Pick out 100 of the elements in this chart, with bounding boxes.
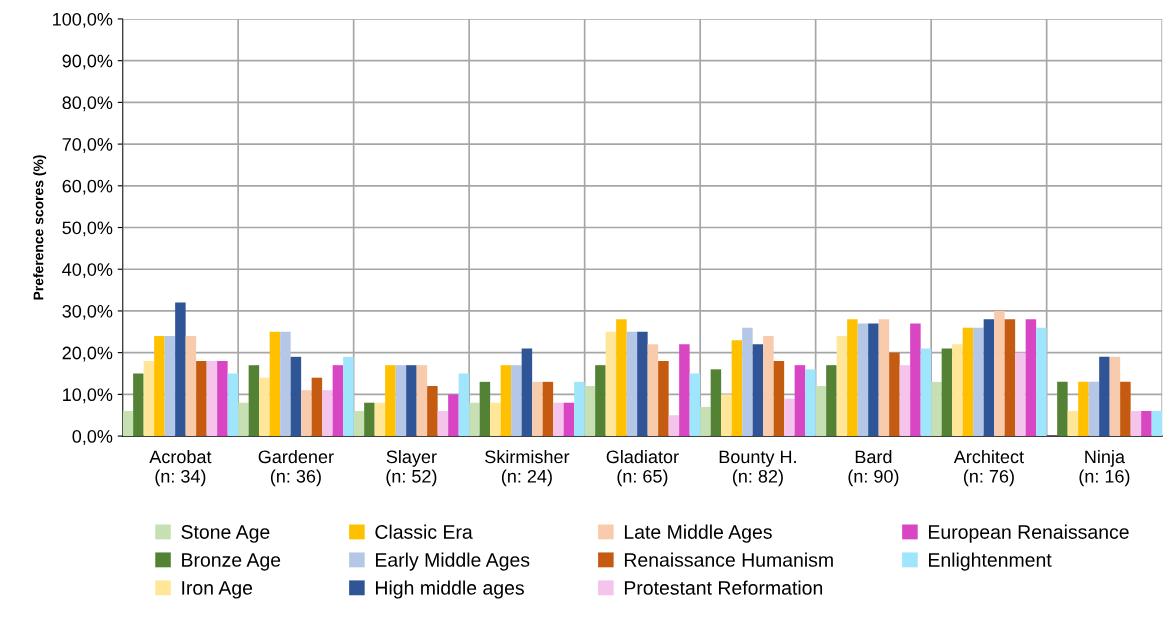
bar bbox=[490, 402, 501, 437]
y-tick-label: 20,0% bbox=[62, 346, 113, 362]
bar bbox=[1015, 352, 1026, 437]
bar bbox=[322, 390, 333, 437]
bar bbox=[962, 327, 974, 437]
bar bbox=[637, 331, 648, 437]
bar bbox=[889, 352, 900, 437]
bar bbox=[910, 323, 921, 437]
legend-label: Renaissance Humanism bbox=[624, 552, 833, 567]
bar bbox=[301, 390, 312, 437]
bar bbox=[416, 365, 428, 437]
bar bbox=[175, 302, 186, 437]
bar bbox=[710, 369, 722, 437]
bar bbox=[280, 331, 291, 437]
bar bbox=[1130, 411, 1142, 437]
bar bbox=[752, 344, 764, 437]
y-tick-label: 40,0% bbox=[62, 263, 113, 279]
bar bbox=[773, 361, 785, 437]
bar bbox=[1151, 411, 1163, 437]
legend-label: Classic Era bbox=[375, 524, 473, 539]
bar bbox=[647, 344, 659, 437]
y-tick-label: 50,0% bbox=[62, 221, 113, 237]
x-tick-label: Slayer (n: 52) bbox=[386, 449, 437, 487]
bar bbox=[248, 365, 260, 437]
bar bbox=[857, 323, 869, 437]
x-tick-label: Gladiator (n: 65) bbox=[606, 449, 679, 487]
legend-label: Early Middle Ages bbox=[375, 552, 530, 571]
x-tick-label: Acrobat (n: 34) bbox=[149, 449, 212, 487]
bar bbox=[217, 361, 228, 437]
legend-label: Iron Age bbox=[182, 581, 253, 599]
bar bbox=[920, 348, 932, 437]
bar bbox=[815, 386, 827, 437]
bar bbox=[931, 381, 942, 437]
bar bbox=[1067, 411, 1079, 437]
bar bbox=[784, 398, 795, 437]
x-tick-label: Ninja (n: 16) bbox=[1079, 449, 1130, 487]
bar bbox=[721, 394, 732, 437]
bar bbox=[794, 365, 806, 437]
bar bbox=[941, 348, 953, 437]
y-tick-label: 100,0% bbox=[53, 12, 113, 28]
legend-label: Late Middle Ages bbox=[624, 524, 772, 543]
legend-label: Stone Age bbox=[181, 525, 270, 543]
bar bbox=[563, 402, 575, 437]
y-tick-label: 80,0% bbox=[62, 96, 113, 112]
bar bbox=[238, 402, 249, 437]
bar bbox=[353, 411, 365, 437]
x-tick-label: Skirmisher (n: 24) bbox=[485, 449, 570, 487]
bar bbox=[1036, 327, 1047, 437]
bar bbox=[395, 365, 407, 437]
bar bbox=[868, 323, 879, 437]
bar bbox=[154, 335, 165, 437]
bar bbox=[448, 394, 459, 437]
y-tick-label: 10,0% bbox=[63, 388, 113, 404]
bar bbox=[269, 331, 281, 437]
bar bbox=[227, 373, 239, 437]
bar bbox=[532, 381, 543, 437]
y-tick-label: 0,0% bbox=[72, 430, 113, 445]
bar bbox=[143, 361, 155, 437]
bar bbox=[584, 386, 596, 437]
bar bbox=[1004, 319, 1016, 437]
bar bbox=[836, 335, 848, 437]
x-tick-label: Gardener (n: 36) bbox=[258, 449, 334, 487]
bar bbox=[458, 373, 470, 437]
y-tick-label: 70,0% bbox=[62, 138, 113, 153]
bar bbox=[616, 319, 627, 437]
bar bbox=[878, 319, 890, 437]
bar bbox=[973, 327, 984, 437]
bar bbox=[437, 411, 449, 437]
bar bbox=[206, 361, 218, 437]
legend-label: High middle ages bbox=[375, 580, 524, 599]
bar bbox=[826, 365, 837, 437]
bar bbox=[1025, 319, 1037, 437]
bar bbox=[374, 402, 386, 437]
legend-label: Protestant Reformation bbox=[624, 580, 823, 595]
bar bbox=[133, 373, 144, 437]
bar bbox=[542, 381, 554, 437]
bar bbox=[553, 402, 564, 437]
bar bbox=[742, 327, 753, 437]
bar bbox=[511, 365, 522, 437]
legend-label: Enlightenment bbox=[929, 552, 1052, 571]
bar bbox=[164, 335, 176, 437]
bar bbox=[521, 348, 533, 437]
bar bbox=[185, 335, 197, 437]
legend-label: European Renaissance bbox=[929, 524, 1129, 543]
bar bbox=[1088, 381, 1100, 437]
bar bbox=[196, 361, 207, 437]
y-axis-title: Preference scores (%) bbox=[33, 155, 47, 300]
bar bbox=[994, 310, 1005, 437]
bar bbox=[364, 402, 375, 437]
bar bbox=[1141, 411, 1152, 437]
bar bbox=[689, 373, 701, 437]
bar bbox=[626, 331, 638, 437]
bar bbox=[595, 365, 606, 437]
bar bbox=[500, 365, 512, 437]
bar bbox=[122, 411, 134, 437]
bar bbox=[731, 340, 743, 437]
bar bbox=[700, 406, 711, 437]
bar bbox=[1120, 381, 1131, 437]
bar bbox=[658, 361, 669, 437]
bar bbox=[469, 402, 480, 437]
